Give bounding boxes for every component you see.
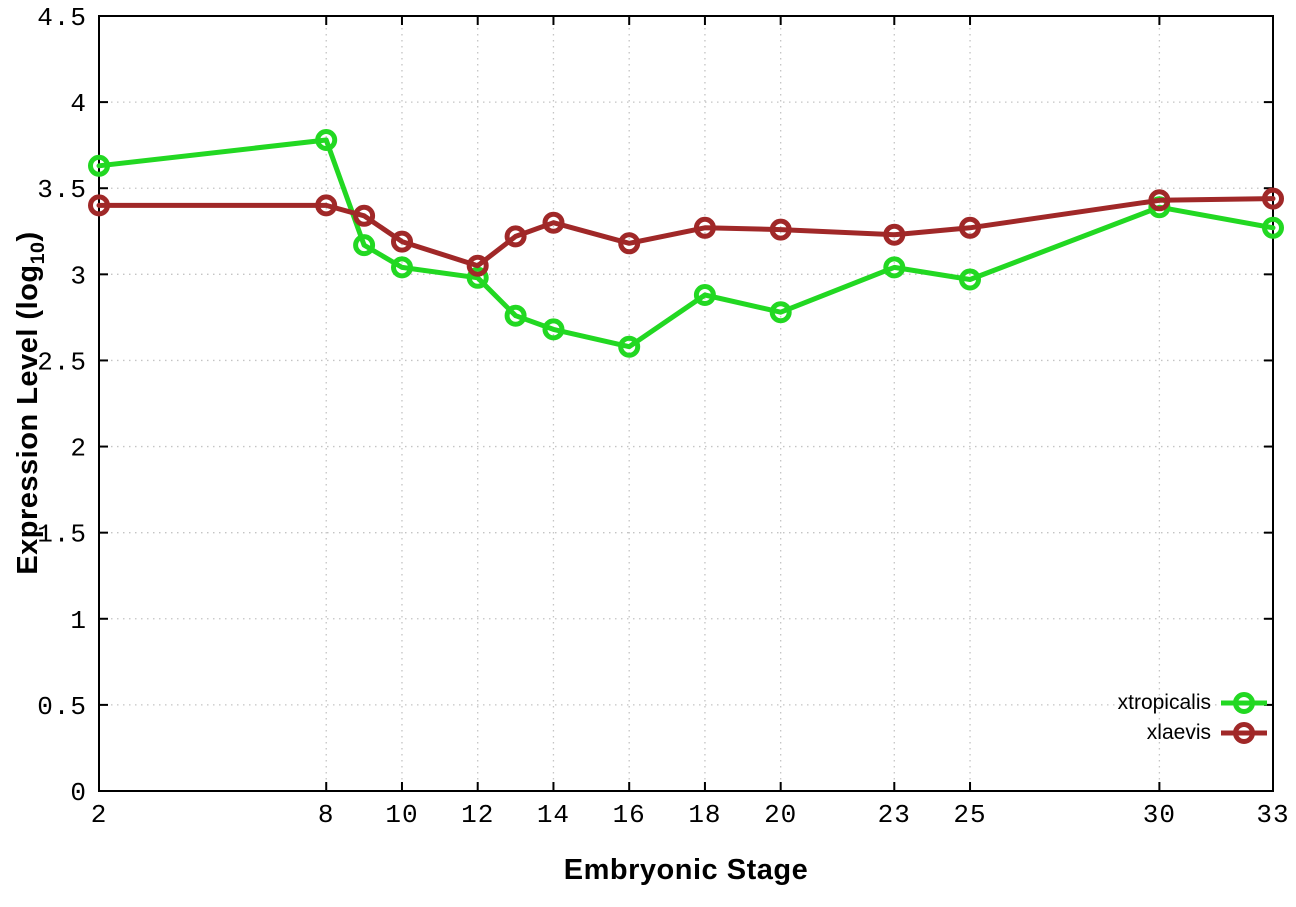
y-tick-label: 1 bbox=[70, 606, 87, 636]
data-point-xtropicalis bbox=[315, 129, 338, 151]
x-tick-label: 14 bbox=[537, 800, 570, 830]
y-tick-label: 3.5 bbox=[37, 175, 87, 205]
y-tick-label: 0.5 bbox=[37, 692, 87, 722]
data-point-xtropicalis bbox=[466, 266, 489, 289]
x-tick-label: 10 bbox=[385, 800, 418, 830]
x-tick-label: 33 bbox=[1256, 800, 1289, 830]
y-axis-title: Expression Level (log10) bbox=[12, 231, 50, 574]
line-marker-icon bbox=[1221, 722, 1267, 744]
line-marker-icon bbox=[1221, 692, 1267, 714]
data-point-xlaevis bbox=[959, 216, 981, 239]
series-line-xtropicalis bbox=[96, 137, 1276, 350]
data-point-xlaevis bbox=[883, 223, 906, 246]
data-point-xlaevis bbox=[353, 204, 376, 227]
x-tick-label: 25 bbox=[953, 800, 986, 830]
legend-label: xlaevis bbox=[1146, 721, 1211, 744]
data-point-xtropicalis bbox=[542, 318, 565, 341]
data-point-xtropicalis bbox=[1262, 216, 1284, 239]
data-point-xlaevis bbox=[769, 218, 792, 241]
x-tick-label: 30 bbox=[1143, 800, 1176, 830]
x-tick-label: 12 bbox=[461, 800, 494, 830]
legend-item: xlaevis bbox=[1147, 718, 1268, 748]
data-point-xtropicalis bbox=[353, 234, 376, 257]
y-axis-title-subscript: 10 bbox=[26, 241, 49, 265]
data-point-xlaevis bbox=[693, 216, 716, 239]
plot-border bbox=[98, 15, 1274, 792]
data-point-xtropicalis bbox=[504, 304, 527, 327]
y-axis-title-text: Expression Level (log bbox=[12, 264, 45, 575]
data-point-xlaevis bbox=[88, 194, 110, 217]
y-tick-label: 2.5 bbox=[37, 347, 87, 377]
data-point-xtropicalis bbox=[88, 154, 110, 177]
data-point-xlaevis bbox=[542, 211, 565, 234]
legend-item: xtropicalis bbox=[1118, 688, 1268, 718]
data-point-xlaevis bbox=[1262, 187, 1284, 210]
y-tick-label: 2 bbox=[70, 434, 87, 464]
legend: xtropicalis xlaevis bbox=[1118, 688, 1268, 748]
x-tick-label: 2 bbox=[91, 800, 108, 830]
data-point-xlaevis bbox=[391, 230, 413, 253]
x-tick-label: 8 bbox=[318, 800, 335, 830]
data-point-xlaevis bbox=[1148, 189, 1171, 212]
data-point-xlaevis bbox=[466, 254, 489, 277]
x-tick-label: 18 bbox=[688, 800, 721, 830]
data-point-xtropicalis bbox=[959, 268, 981, 291]
data-point-xlaevis bbox=[618, 232, 641, 255]
y-tick-label: 4 bbox=[70, 89, 87, 119]
data-point-xtropicalis bbox=[618, 335, 641, 358]
data-point-xtropicalis bbox=[693, 284, 716, 306]
legend-label: xtropicalis bbox=[1117, 691, 1211, 714]
x-tick-label: 16 bbox=[613, 800, 646, 830]
y-tick-label: 1.5 bbox=[37, 520, 87, 550]
y-axis-title-close: ) bbox=[12, 231, 45, 242]
data-point-xtropicalis bbox=[883, 256, 906, 279]
data-point-xlaevis bbox=[504, 225, 527, 248]
data-point-xtropicalis bbox=[391, 256, 413, 279]
x-axis-title: Embryonic Stage bbox=[563, 854, 809, 886]
y-tick-label: 3 bbox=[70, 261, 87, 291]
data-point-xtropicalis bbox=[769, 301, 792, 324]
y-tick-label: 0 bbox=[70, 778, 87, 808]
x-tick-label: 23 bbox=[878, 800, 911, 830]
data-point-xlaevis bbox=[315, 194, 338, 217]
x-tick-label: 20 bbox=[764, 800, 797, 830]
y-tick-label: 4.5 bbox=[37, 3, 87, 33]
